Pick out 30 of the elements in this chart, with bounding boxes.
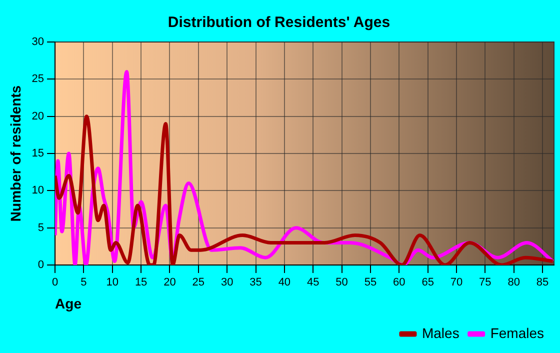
x-tick-label: 85: [536, 276, 549, 289]
x-tick-label: 20: [164, 276, 176, 289]
x-tick-label: 5: [80, 276, 87, 289]
y-tick-label: 0: [38, 259, 44, 272]
x-axis-title: Age: [55, 295, 82, 312]
y-tick-label: 30: [32, 36, 44, 48]
x-tick-label: 0: [52, 276, 58, 289]
chart-title: Distribution of Residents' Ages: [168, 14, 390, 32]
x-tick-label: 70: [450, 276, 463, 289]
legend-label: Females: [490, 324, 544, 341]
x-tick-label: 55: [364, 276, 377, 289]
x-tick-label: 35: [250, 276, 262, 289]
x-tick-label: 25: [192, 276, 205, 289]
x-tick-label: 50: [336, 276, 348, 289]
x-tick-label: 60: [393, 276, 406, 289]
x-tick-label: 75: [479, 276, 492, 289]
y-tick-label: 25: [32, 73, 44, 86]
y-tick-label: 20: [32, 110, 44, 122]
x-tick-label: 65: [422, 276, 434, 289]
y-tick-label: 10: [32, 184, 44, 197]
y-tick-label: 5: [38, 222, 44, 234]
y-tick-label: 15: [32, 148, 44, 160]
x-tick-label: 45: [306, 276, 320, 289]
x-tick-label: 30: [220, 276, 234, 289]
legend-label: Males: [422, 324, 460, 341]
x-tick-label: 10: [106, 276, 119, 289]
x-tick-label: 40: [278, 276, 291, 289]
x-tick-label: 15: [134, 276, 148, 289]
y-axis-title: Number of residents: [7, 85, 24, 222]
x-tick-label: 80: [508, 276, 520, 289]
